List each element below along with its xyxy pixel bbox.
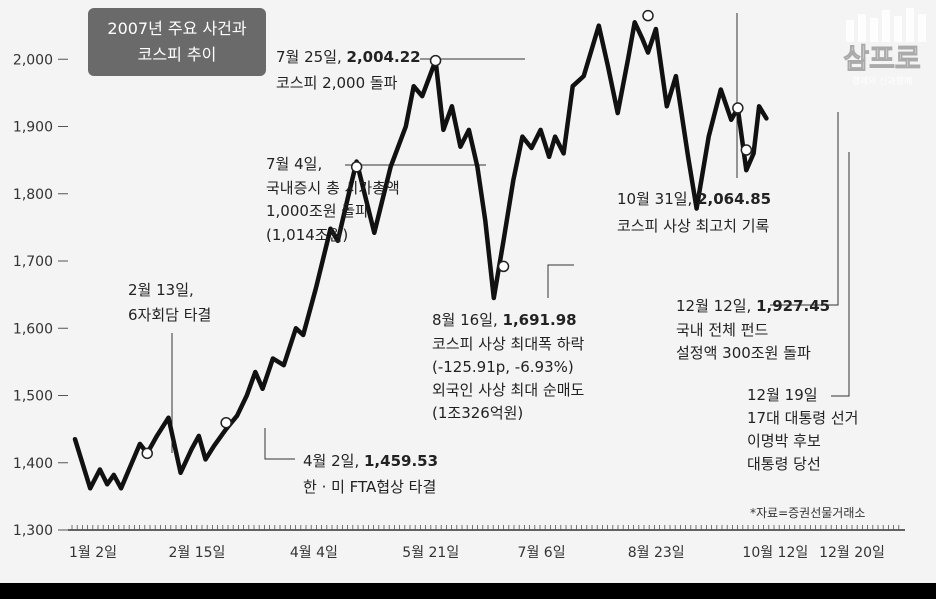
logo-sub-text: 경제의 신과함께: [852, 75, 913, 87]
event-marker: [141, 447, 153, 460]
x-tick-label: 12월 20일: [819, 545, 885, 561]
annotation-apr2-value: 1,459.53: [364, 452, 438, 470]
annotation-jul4-line-4: (1,014조원): [266, 226, 348, 244]
annotation-apr2-line-2: 한 · 미 FTA협상 타결: [303, 478, 436, 496]
event-marker: [732, 102, 744, 114]
chart-title-line-2: 코스피 추이: [138, 45, 217, 64]
annotation-apr2-line-1: 4월 2일, 1,459.53: [303, 452, 438, 470]
event-marker: [740, 144, 753, 156]
annotation-dec12-line-3: 설정액 300조원 돌파: [676, 344, 811, 362]
annotation-dec12-value: 1,927.45: [756, 297, 830, 315]
x-tick-label: 1월 2일: [69, 545, 117, 561]
y-axis: 1,300 1,400 1,500 1,600 1,700 1,800 1,900 2,000: [13, 52, 68, 539]
annotation-oct31-date: 10월 31일,: [617, 190, 697, 208]
annotation-jul25-line-2: 코스피 2,000 돌파: [276, 74, 398, 92]
annotation-dec12-date: 12월 12일,: [676, 297, 756, 315]
y-tick-label: 1,900: [13, 120, 53, 136]
annotation-aug16-value: 1,691.98: [503, 311, 577, 329]
source-note: *자료=증권선물거래소: [750, 506, 865, 520]
annotations: 2월 13일, 6자회담 타결 4월 2일, 1,459.53 한 · 미 FT…: [128, 48, 858, 496]
annotation-dec19-line-3: 이명박 후보: [747, 432, 821, 450]
y-tick-label: 1,300: [13, 523, 53, 539]
x-tick-label: 8월 23일: [628, 545, 685, 561]
x-tick-label: 5월 21일: [402, 545, 459, 561]
x-tick-label: 2월 15일: [169, 545, 226, 561]
leader-dec12: [770, 112, 839, 306]
annotation-jul25-value: 2,004.22: [347, 48, 421, 66]
y-tick-label: 1,700: [13, 254, 53, 270]
chart-title-box: 2007년 주요 사건과 코스피 추이: [88, 8, 266, 76]
annotation-aug16-line-5: (1조326억원): [432, 404, 523, 422]
annotation-dec19-line-4: 대통령 당선: [747, 455, 821, 473]
annotation-jul4-line-2: 국내증시 총 시가총액: [266, 179, 400, 197]
title-box-bg: [88, 8, 266, 76]
leader-apr2: [264, 428, 295, 460]
channel-logo: 삼프로 경제의 신과함께: [843, 8, 926, 87]
annotation-dec12-line-2: 국내 전체 펀드: [676, 321, 769, 339]
annotation-aug16-date: 8월 16일,: [432, 311, 503, 329]
annotation-feb13-line-1: 2월 13일,: [128, 281, 194, 299]
y-tick-label: 1,800: [13, 187, 53, 203]
annotation-dec19-line-1: 12월 19일: [747, 386, 818, 404]
chart-background: [0, 0, 936, 583]
annotation-leader-lines: [171, 13, 850, 460]
kospi-series-line: [72, 20, 769, 491]
leader-aug16: [547, 264, 574, 298]
y-tick-label: 1,600: [13, 321, 53, 337]
event-marker: [429, 54, 442, 67]
annotation-dec19-line-2: 17대 대통령 선거: [747, 409, 858, 427]
annotation-jul4-line-3: 1,000조원 돌파: [266, 202, 369, 220]
logo-bars-icon: [846, 8, 926, 42]
series-group: [72, 20, 769, 491]
marker-group: [141, 9, 753, 460]
annotation-aug16-line-1: 8월 16일, 1,691.98: [432, 311, 577, 329]
event-marker: [642, 9, 654, 22]
annotation-aug16-line-3: (-125.91p, -6.93%): [432, 358, 574, 376]
annotation-jul25-line-1: 7월 25일, 2,004.22: [276, 48, 421, 66]
annotation-oct31-line-2: 코스피 사상 최고치 기록: [617, 217, 770, 235]
y-tick-label: 1,400: [13, 456, 53, 472]
event-marker: [220, 416, 232, 429]
x-tick-label: 4월 4일: [290, 545, 338, 561]
x-tick-label: 10월 12일: [742, 545, 808, 561]
annotation-feb13-line-2: 6자회담 타결: [128, 306, 211, 324]
leader-dec19: [831, 152, 850, 397]
annotation-oct31-line-1: 10월 31일, 2,064.85: [617, 190, 771, 208]
y-tick-label: 2,000: [13, 52, 53, 68]
event-marker: [497, 260, 510, 273]
annotation-jul25-date: 7월 25일,: [276, 48, 347, 66]
annotation-dec12-line-1: 12월 12일, 1,927.45: [676, 297, 830, 315]
x-axis: 1월 2일 2월 15일 4월 4일 5월 21일 7월 6일 8월 23일 10월 12일…: [68, 525, 905, 561]
annotation-jul4-line-1: 7월 4일,: [266, 155, 322, 173]
logo-main-text: 삼프로: [843, 42, 920, 75]
annotation-aug16-line-4: 외국인 사상 최대 순매도: [432, 381, 585, 399]
event-marker: [350, 161, 363, 173]
annotation-apr2-date: 4월 2일,: [303, 452, 364, 470]
y-tick-label: 1,500: [13, 389, 53, 405]
chart-title-line-1: 2007년 주요 사건과: [107, 19, 246, 38]
annotation-aug16-line-2: 코스피 사상 최대폭 하락: [432, 335, 585, 353]
x-tick-label: 7월 6일: [518, 545, 566, 561]
annotation-oct31-value: 2,064.85: [697, 190, 771, 208]
